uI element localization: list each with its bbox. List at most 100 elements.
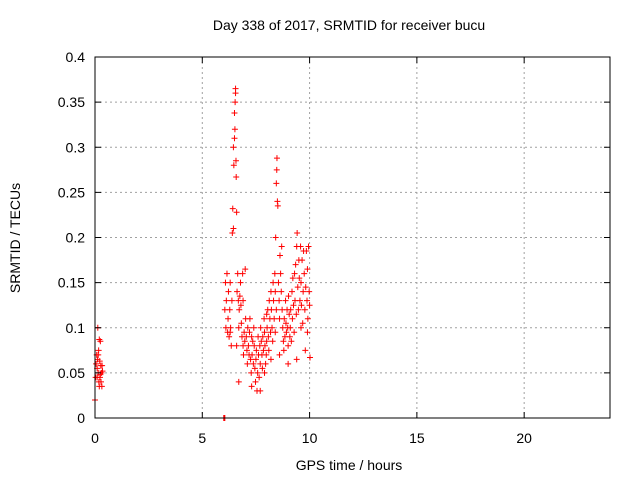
y-tick-label: 0.3 [66,139,86,155]
data-point [305,243,312,250]
data-point [242,266,249,273]
chart-title: Day 338 of 2017, SRMTID for receiver buc… [213,17,485,33]
data-point [231,135,238,142]
data-point [234,288,241,295]
data-point [302,284,309,291]
data-point [246,315,253,322]
data-point [301,306,308,313]
data-point [225,315,232,322]
data-point [239,270,246,277]
y-tick-label: 0 [77,410,85,426]
data-point [240,342,247,349]
data-point [261,369,268,376]
data-point [289,275,296,282]
data-point [257,387,264,394]
data-point [225,288,232,295]
axis-ticks: 0 0.05 0.1 0.15 0.2 0.25 0.3 0.35 0.4 0 5 10 15 20 [58,49,610,446]
data-point [298,324,304,331]
data-point [263,311,270,318]
data-point [267,356,274,363]
data-point [253,347,260,354]
data-point [281,315,288,322]
data-point [227,279,234,286]
data-point [243,347,250,354]
data-point [235,378,242,385]
data-point [261,315,268,322]
data-point [276,252,283,259]
data-point [228,297,235,304]
data-point [244,360,251,367]
data-point [273,166,280,173]
data-point [261,342,268,349]
data-point [230,162,237,169]
x-tick-label: 20 [516,430,532,446]
data-point [231,126,238,133]
data-point [272,329,279,336]
data-point [95,351,102,358]
y-tick-label: 0.25 [58,184,85,200]
data-point [245,342,252,349]
data-point [296,275,303,282]
data-point [276,297,283,304]
data-point [270,279,277,286]
data-point [237,279,244,286]
data-point [307,354,314,361]
data-point [249,338,256,345]
x-axis-label: GPS time / hours [296,457,403,473]
data-point [243,333,250,340]
data-point [232,157,239,164]
data-point [246,329,253,336]
data-point [272,288,279,295]
data-point [252,356,259,363]
data-point [96,358,103,365]
data-point [291,270,298,277]
data-point [275,279,282,286]
data-point [226,306,233,313]
y-tick-label: 0.1 [66,320,86,336]
data-point [294,229,301,236]
data-point [286,333,293,340]
data-point [230,225,237,232]
data-point [285,293,292,300]
data-point [252,378,259,385]
data-point [285,360,292,367]
data-point [251,365,258,372]
data-point [257,360,264,367]
data-point [262,360,269,367]
data-point [233,342,240,349]
data-point [250,324,257,331]
data-point [231,109,238,116]
data-point [238,320,245,327]
data-point [248,369,255,376]
data-point [248,333,255,340]
data-point [299,320,306,327]
data-point [288,288,295,295]
data-point [241,329,248,336]
data-point [306,288,313,295]
data-point [304,329,311,336]
data-point [273,180,280,187]
data-point [278,243,285,250]
data-point [294,284,301,291]
data-point [269,324,276,331]
data-point [240,297,247,304]
data-point [241,338,248,345]
y-tick-label: 0.05 [58,365,85,381]
data-point [258,338,265,345]
data-point [233,174,240,181]
data-point [263,338,270,345]
data-point [256,374,263,381]
data-point [295,306,302,313]
data-point [269,338,276,345]
data-point [297,243,304,250]
data-point [271,315,278,322]
data-point [277,270,284,277]
data-point [230,144,237,151]
data-point [257,324,264,331]
data-point [276,351,283,358]
data-point [296,297,303,304]
y-tick-label: 0.15 [58,275,85,291]
data-point [287,324,294,331]
data-point [96,383,103,390]
plot-frame [94,56,611,419]
